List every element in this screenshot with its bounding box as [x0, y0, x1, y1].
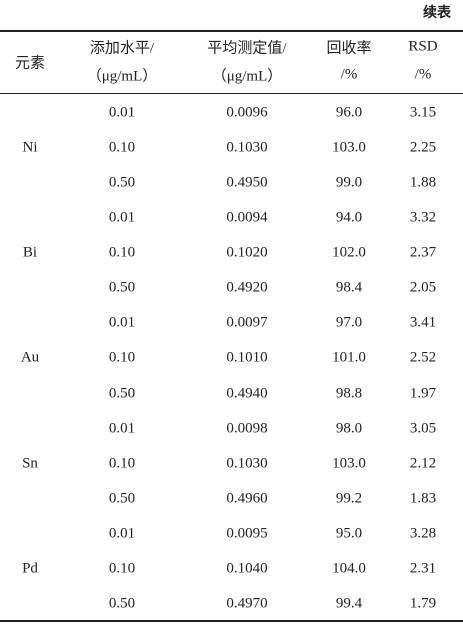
cell: 1.88	[409, 174, 437, 191]
column-header: 平均测定值/	[207, 40, 287, 57]
cell: 3.41	[409, 314, 437, 331]
cell: 3.28	[409, 525, 437, 542]
column-header: （μg/mL）	[86, 68, 158, 85]
element-label: Ni	[22, 139, 38, 156]
cell: 0.50	[108, 174, 136, 191]
cell: 1.97	[409, 385, 437, 402]
cell: 103.0	[332, 139, 366, 156]
cell: 2.52	[409, 349, 437, 366]
cell: 102.0	[332, 244, 366, 261]
cell: 0.50	[108, 385, 136, 402]
cell: 0.4960	[226, 490, 268, 507]
element-label: Au	[20, 349, 40, 366]
cell: 0.0097	[226, 314, 268, 331]
cell: 2.37	[409, 244, 437, 261]
cell: 2.05	[409, 279, 437, 296]
cell: 0.0094	[226, 209, 268, 226]
cell: 0.0096	[226, 104, 268, 121]
cell: 0.50	[108, 595, 136, 612]
cell: 0.01	[108, 525, 136, 542]
cell: 0.4970	[226, 595, 268, 612]
cell: 3.15	[409, 104, 437, 121]
column-header: /%	[414, 66, 432, 83]
cell: 0.50	[108, 490, 136, 507]
column-header: RSD	[408, 38, 438, 55]
column-header: 添加水平/	[89, 40, 155, 57]
element-label: Sn	[22, 455, 38, 472]
cell: 98.8	[335, 385, 363, 402]
cell: 2.12	[409, 455, 437, 472]
cell: 1.79	[409, 595, 437, 612]
cell: 0.50	[108, 279, 136, 296]
cell: 0.4920	[226, 279, 268, 296]
cell: 2.31	[409, 560, 437, 577]
cell: 98.0	[335, 420, 363, 437]
cell: 99.4	[335, 595, 363, 612]
cell: 104.0	[332, 560, 366, 577]
column-header: （μg/mL）	[211, 68, 283, 85]
column-header: /%	[340, 66, 358, 83]
cell: 0.0095	[226, 525, 268, 542]
cell: 94.0	[335, 209, 363, 226]
cell: 103.0	[332, 455, 366, 472]
cell: 0.01	[108, 314, 136, 331]
cell: 0.1030	[226, 139, 268, 156]
cell: 3.32	[409, 209, 437, 226]
cell: 0.10	[108, 560, 136, 577]
cell: 0.4940	[226, 385, 268, 402]
cell: 95.0	[335, 525, 363, 542]
cell: 0.1030	[226, 455, 268, 472]
cell: 101.0	[332, 349, 366, 366]
cell: 2.25	[409, 139, 437, 156]
cell: 97.0	[335, 314, 363, 331]
bottom-rule	[0, 620, 463, 622]
cell: 0.10	[108, 349, 136, 366]
cell: 99.2	[335, 490, 363, 507]
cell: 0.01	[108, 209, 136, 226]
cell: 96.0	[335, 104, 363, 121]
cell: 99.0	[335, 174, 363, 191]
element-label: Pd	[22, 560, 38, 577]
cell: 0.10	[108, 455, 136, 472]
cell: 0.4950	[226, 174, 268, 191]
header-rule	[0, 93, 463, 94]
cell: 3.05	[409, 420, 437, 437]
cell: 1.83	[409, 490, 437, 507]
column-header: 回收率	[326, 40, 372, 57]
continued-label: 续表	[423, 5, 451, 21]
cell: 0.10	[108, 244, 136, 261]
cell: 98.4	[335, 279, 363, 296]
column-header: 元素	[14, 55, 46, 72]
cell: 0.1010	[226, 349, 268, 366]
element-label: Bi	[22, 244, 38, 261]
cell: 0.01	[108, 420, 136, 437]
cell: 0.10	[108, 139, 136, 156]
cell: 0.1040	[226, 560, 268, 577]
cell: 0.0098	[226, 420, 268, 437]
cell: 0.01	[108, 104, 136, 121]
top-rule	[0, 30, 463, 32]
cell: 0.1020	[226, 244, 268, 261]
